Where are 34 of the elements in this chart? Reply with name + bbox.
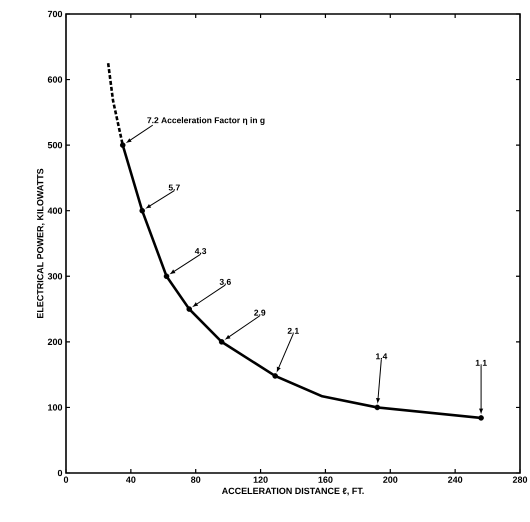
x-tick-label: 240	[448, 476, 462, 483]
annotation: 1.4	[376, 353, 388, 360]
x-axis-title: ACCELERATION DISTANCE ℓ, FT.	[222, 488, 364, 496]
x-tick-label: 120	[254, 476, 268, 483]
x-tick-label: 280	[512, 476, 528, 483]
y-tick-label: 0	[58, 470, 62, 476]
annotation: 2.1	[288, 328, 299, 334]
x-tick-label: 160	[318, 476, 333, 483]
point	[218, 339, 224, 345]
x-tick-label: 40	[126, 476, 136, 483]
annotation: 1.1	[476, 360, 487, 366]
x-tick-label: 200	[383, 476, 398, 483]
x-tick-label: 0	[64, 476, 68, 483]
x-tick-label: 80	[191, 476, 200, 483]
annotation: 3.6	[220, 278, 231, 285]
y-tick-label: 100	[48, 404, 62, 411]
annotation: 5.7	[168, 184, 180, 191]
annotation: 4.3	[194, 248, 206, 254]
y-tick-label: 200	[48, 338, 62, 346]
point	[164, 273, 170, 280]
annotation: 7.2 Acceleration Factor η in g	[147, 117, 264, 125]
y-axis-title: ELECTRICAL POWER, KILOWATTS	[37, 168, 45, 318]
point	[272, 373, 278, 379]
point	[374, 404, 380, 410]
point	[120, 142, 126, 148]
point	[186, 306, 192, 312]
y-tick-label: 700	[48, 10, 62, 18]
annotation: 2.9	[254, 310, 266, 316]
y-tick-label: 400	[48, 208, 62, 214]
point	[139, 208, 145, 214]
point	[478, 415, 484, 421]
y-tick-label: 600	[48, 76, 62, 83]
y-tick-label: 300	[48, 273, 62, 280]
y-tick-label: 500	[48, 142, 62, 148]
